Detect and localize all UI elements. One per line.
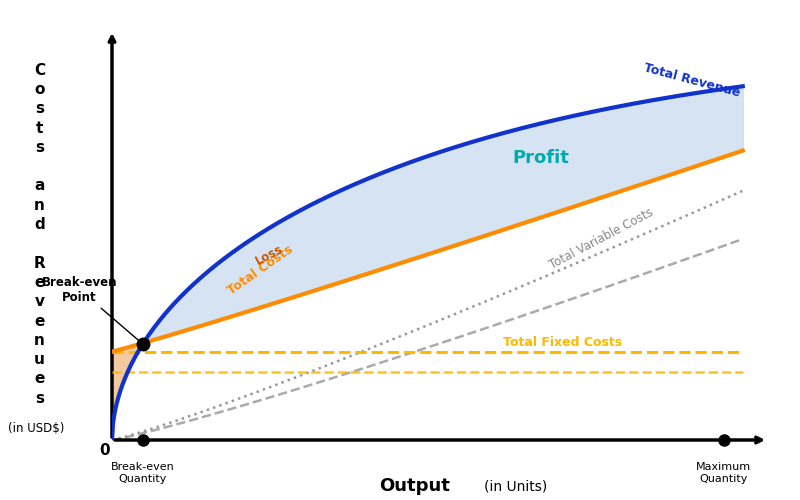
Text: s: s [35, 390, 44, 406]
Text: v: v [34, 294, 45, 309]
Text: Break-even
Point: Break-even Point [42, 276, 141, 342]
Text: Profit: Profit [513, 150, 570, 168]
Text: Total Revenue: Total Revenue [642, 62, 741, 100]
Text: a: a [34, 178, 45, 194]
Text: Total Fixed Costs: Total Fixed Costs [503, 336, 622, 348]
Text: Output: Output [379, 477, 450, 495]
Text: e: e [34, 314, 45, 328]
Text: t: t [36, 120, 43, 136]
Text: (in Units): (in Units) [484, 479, 547, 493]
Text: Total Costs: Total Costs [226, 242, 296, 297]
Text: 0: 0 [99, 442, 110, 458]
Text: o: o [34, 82, 45, 97]
Text: C: C [34, 62, 45, 78]
Text: s: s [35, 102, 44, 116]
Text: Total Variable Costs: Total Variable Costs [547, 206, 655, 272]
Text: Break-even
Quantity: Break-even Quantity [110, 462, 174, 483]
Text: Loss: Loss [254, 242, 286, 268]
Text: e: e [34, 275, 45, 290]
Text: (in USD$): (in USD$) [8, 422, 65, 434]
Text: u: u [34, 352, 45, 367]
Text: e: e [34, 372, 45, 386]
Text: n: n [34, 333, 45, 348]
Text: d: d [34, 217, 45, 232]
Text: s: s [35, 140, 44, 155]
Text: n: n [34, 198, 45, 213]
Text: R: R [34, 256, 46, 270]
Text: Maximum
Quantity: Maximum Quantity [696, 462, 751, 483]
